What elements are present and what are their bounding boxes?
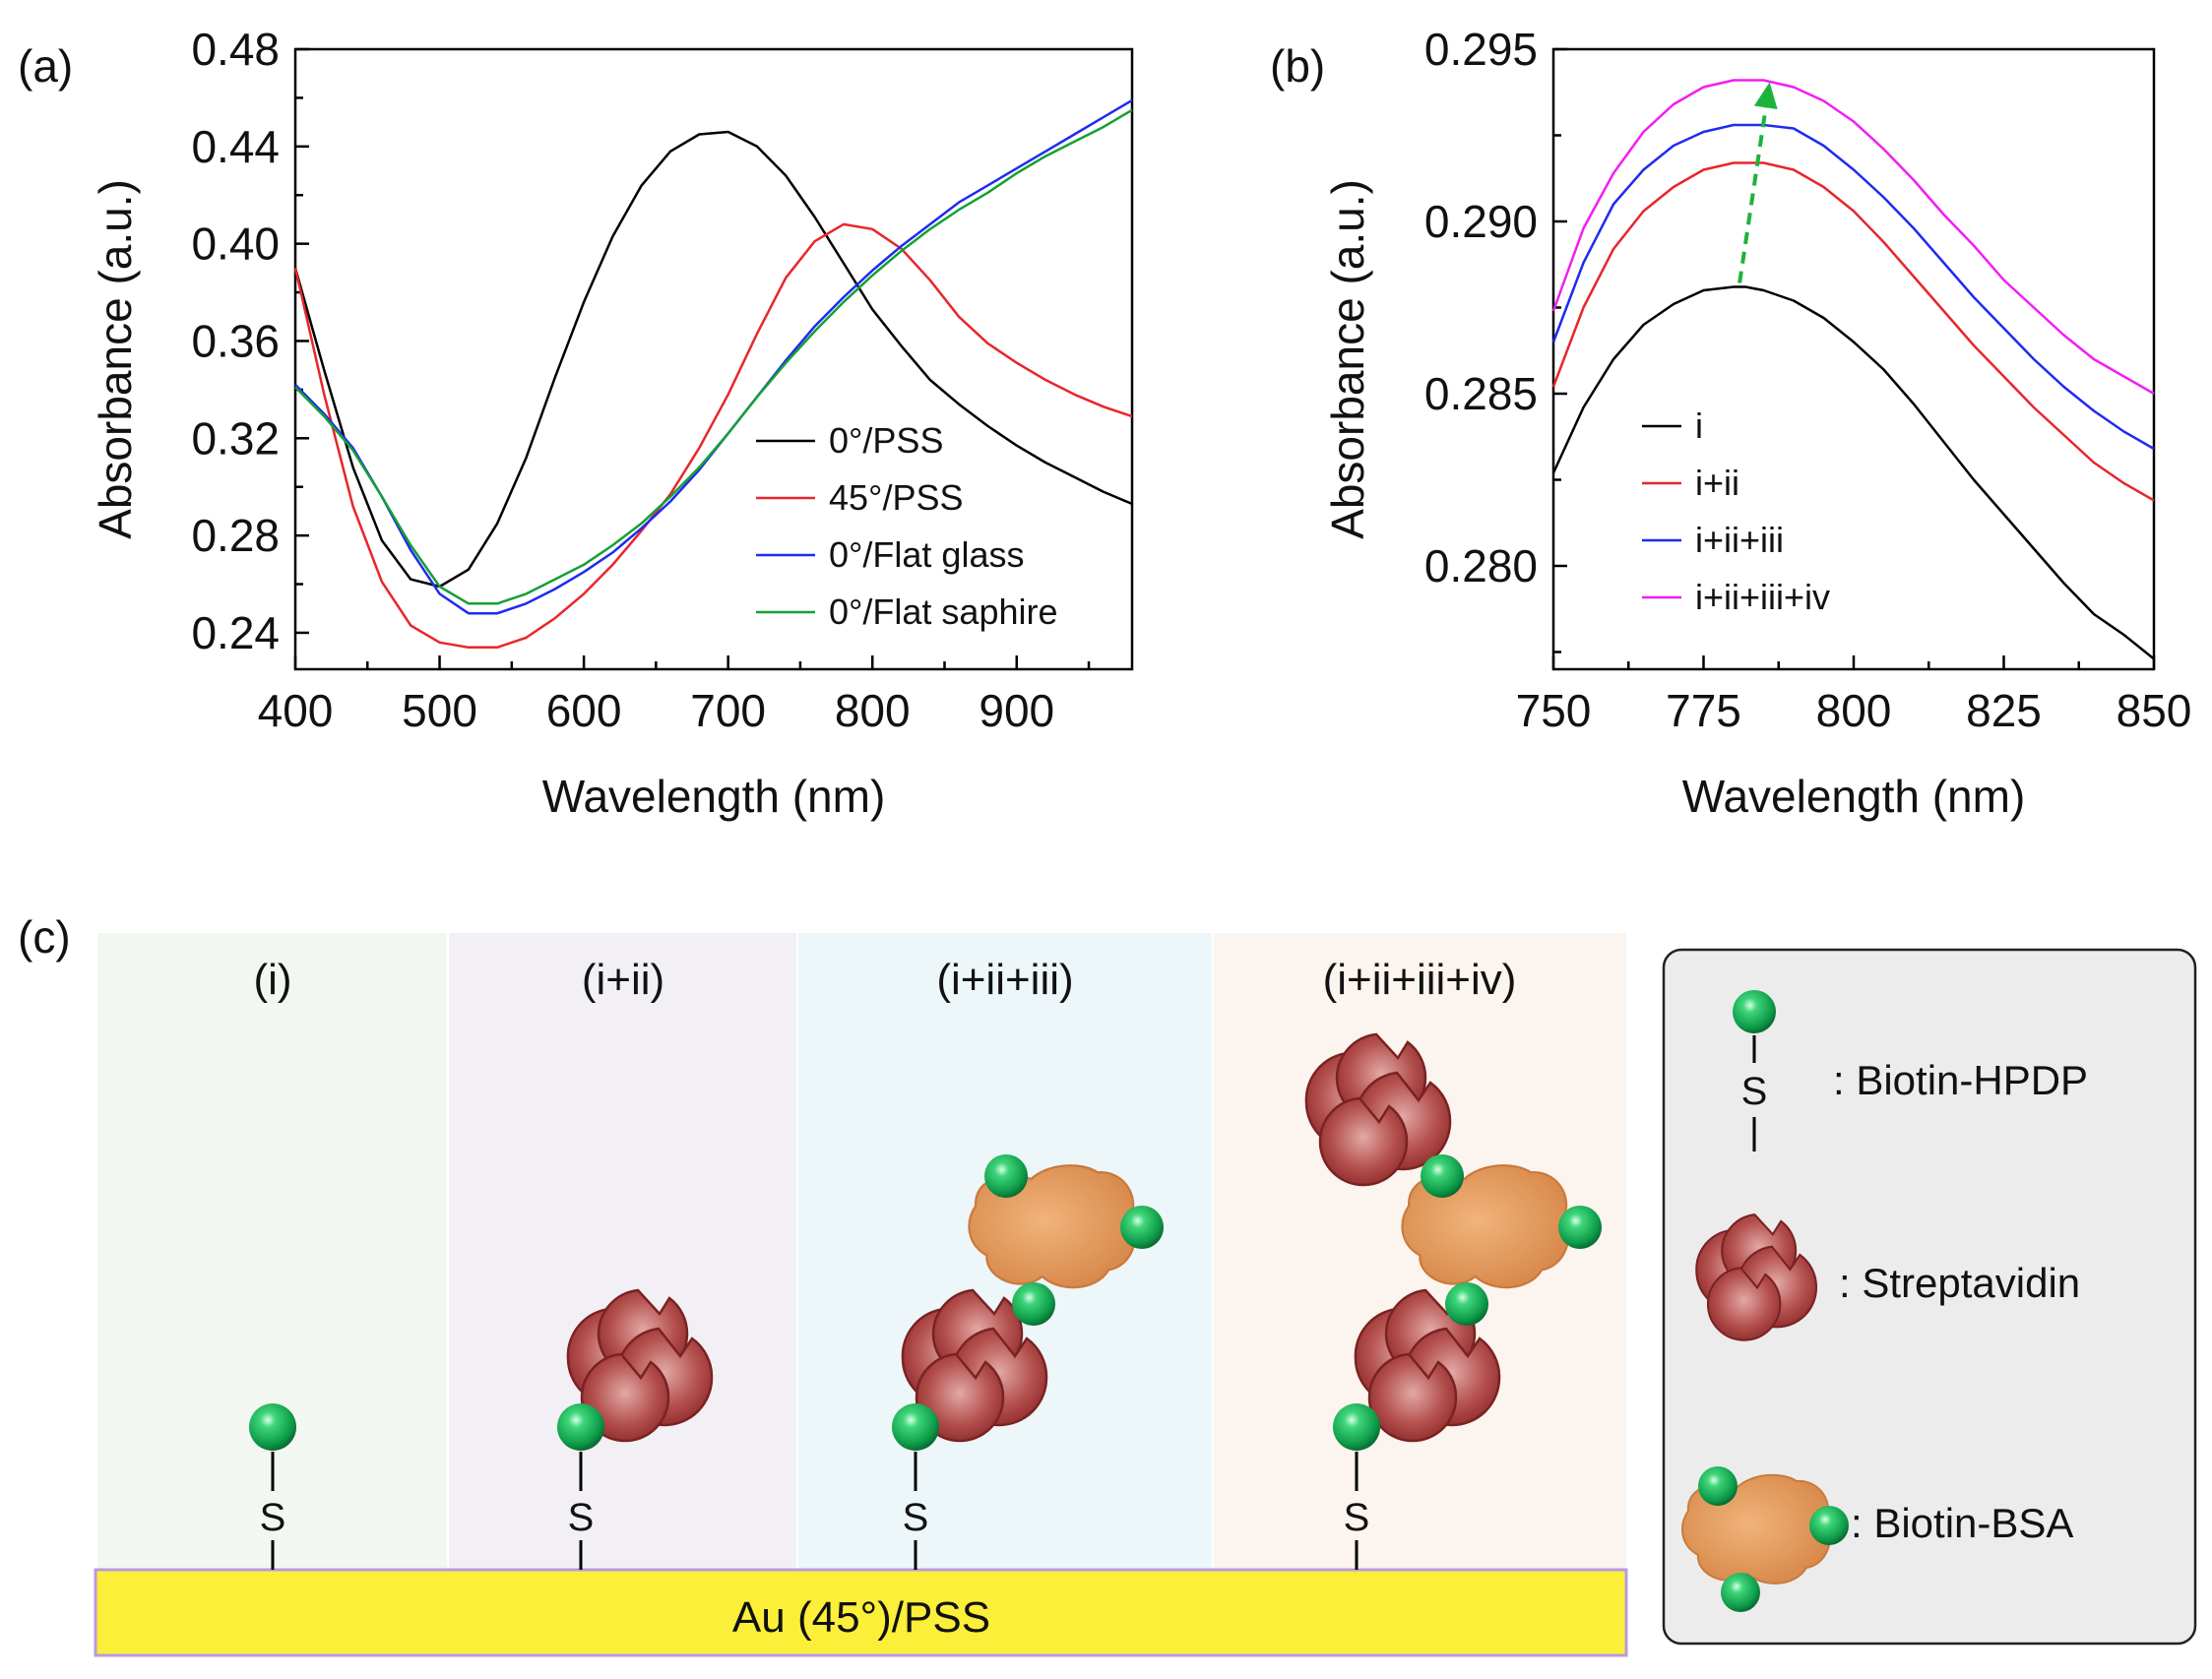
biotin-ball (1809, 1506, 1849, 1545)
x-tick-label: 850 (2117, 685, 2192, 736)
au-substrate (94, 1568, 1628, 1657)
biotin-hpdp-icon (1733, 990, 1776, 1033)
series-line-3 (1551, 123, 2155, 451)
legend-label-1: i (1695, 405, 1703, 446)
y-tick-label: 0.280 (1424, 540, 1538, 591)
series-line-2 (1551, 161, 2155, 502)
biotin-ball (1421, 1154, 1464, 1198)
legend-label-biotin-bsa: : Biotin-BSA (1851, 1500, 2073, 1546)
x-tick-label: 775 (1666, 685, 1741, 736)
x-tick-label: 700 (690, 685, 766, 736)
chart-b: (b) 750 775 800 825 8500.2800.2850.2900.295 … (1270, 24, 2191, 822)
legend-label-2: 45°/PSS (829, 477, 963, 518)
legend-label-1: 0°/PSS (829, 420, 943, 461)
sulfur-label-3: S (903, 1496, 929, 1539)
stage-label-4: (i+ii+iii+iv) (1323, 956, 1517, 1004)
stage-label-3: (i+ii+iii) (936, 956, 1073, 1004)
biotin-ball (892, 1403, 939, 1451)
shift-arrow-line (1738, 106, 1768, 283)
panel-label-c: (c) (18, 911, 71, 963)
y-axis-label-a: Absorbance (a.u.) (90, 179, 141, 539)
y-tick-label: 0.285 (1424, 368, 1538, 419)
sulfur-label-1: S (260, 1496, 286, 1539)
y-tick-label: 0.32 (191, 412, 280, 464)
biotin-ball (1721, 1573, 1760, 1612)
x-tick-label: 800 (1816, 685, 1892, 736)
y-tick-label: 0.28 (191, 510, 280, 561)
legend-label-3: 0°/Flat glass (829, 534, 1024, 575)
biotin-ball (249, 1403, 296, 1451)
biotin-ball (1445, 1282, 1488, 1326)
substrate-label: Au (45°)/PSS (732, 1593, 990, 1642)
series-line-4 (294, 108, 1133, 605)
chart-a: (a) 400 500 600 700 800 900 0.24 0.28 0.32 0.36 0.… (18, 24, 1134, 822)
x-tick-label: 400 (258, 685, 334, 736)
stage-bg-2 (448, 933, 797, 1570)
panel-label-a: (a) (18, 40, 73, 92)
plot-frame-a (293, 47, 1134, 671)
diagram-c: (c) (i) (i+ii) (i+ii+iii) (i+ii+iii+iv) … (18, 911, 2197, 1657)
x-tick-label: 800 (835, 685, 911, 736)
y-tick-label: 0.48 (191, 24, 280, 75)
series-line-1 (1551, 285, 2155, 660)
legend-label-biotin-hpdp: : Biotin-HPDP (1833, 1057, 2088, 1103)
biotin-ball (1120, 1206, 1164, 1249)
legend-label-4: 0°/Flat saphire (829, 591, 1058, 632)
stage-label-1: (i) (253, 956, 291, 1004)
series-line-2 (293, 222, 1133, 650)
biotin-ball (1558, 1206, 1602, 1249)
sulfur-label-4: S (1344, 1496, 1370, 1539)
legend-label-streptavidin: : Streptavidin (1839, 1260, 2080, 1306)
linker-stage-2: S (557, 1288, 714, 1570)
x-tick-label: 825 (1966, 685, 2042, 736)
y-tick-label: 0.295 (1424, 24, 1538, 75)
x-tick-label: 600 (546, 685, 622, 736)
linker-stage-4: S (1304, 1032, 1602, 1570)
legend-label-2: i+ii (1695, 463, 1739, 503)
y-tick-label: 0.44 (191, 121, 280, 172)
x-axis-label-b: Wavelength (nm) (1682, 771, 2026, 822)
y-tick-label: 0.290 (1424, 196, 1538, 247)
legend-label-3: i+ii+iii (1695, 520, 1784, 560)
legend-sulfur-label: S (1741, 1070, 1768, 1113)
y-axis-label-b: Absorbance (a.u.) (1322, 179, 1373, 539)
sulfur-label-2: S (568, 1496, 595, 1539)
linker-stage-3: S (892, 1154, 1164, 1570)
plot-frame-b (1551, 47, 2156, 671)
x-tick-label: 500 (402, 685, 477, 736)
biotin-ball (1012, 1282, 1055, 1326)
x-tick-label: 750 (1516, 685, 1592, 736)
y-tick-label: 0.24 (191, 607, 280, 658)
diagram-legend: S : Biotin-HPDP : Streptavidin : Biotin-… (1662, 948, 2197, 1646)
stage-label-2: (i+ii) (582, 956, 664, 1004)
x-tick-label: 900 (979, 685, 1054, 736)
biotin-ball (1698, 1466, 1738, 1506)
x-axis-label-a: Wavelength (nm) (542, 771, 886, 822)
panel-label-b: (b) (1270, 40, 1325, 92)
biotin-ball (557, 1403, 604, 1451)
shift-arrow-head (1753, 82, 1778, 109)
y-tick-label: 0.40 (191, 218, 280, 270)
biotin-ball (1333, 1403, 1380, 1451)
series-line-4 (1551, 79, 2155, 396)
legend-label-4: i+ii+iii+iv (1695, 577, 1830, 617)
linker-stage-1: S (249, 1403, 296, 1570)
biotin-ball (984, 1154, 1028, 1198)
y-tick-label: 0.36 (191, 315, 280, 366)
series-line-1 (293, 130, 1133, 589)
